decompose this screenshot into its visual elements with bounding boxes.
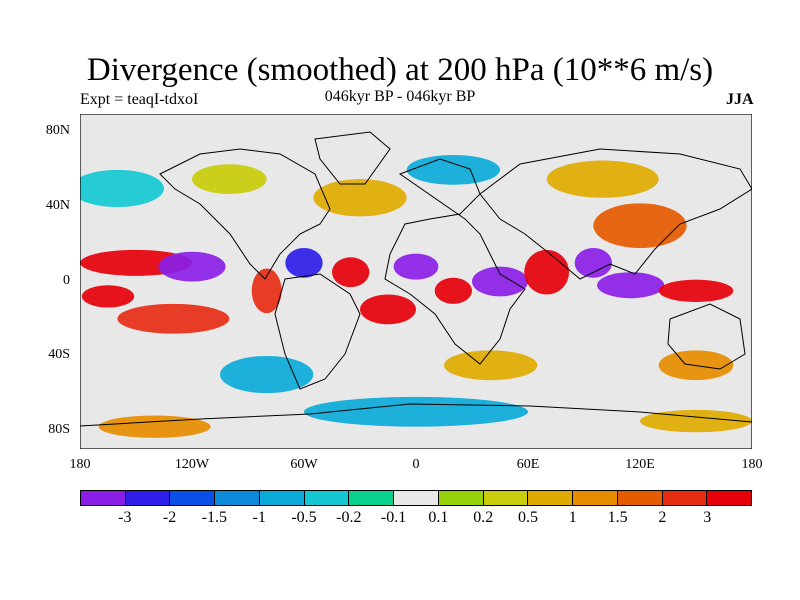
- coast-antarctica: [79, 403, 753, 427]
- map-panel: [70, 113, 753, 450]
- contour-blob: [304, 396, 528, 427]
- contour-blob: [640, 409, 752, 433]
- coastlines: [79, 131, 753, 427]
- lat-label-80n: 80N: [45, 123, 70, 138]
- colorbar-tick-label: 0.5: [518, 509, 538, 526]
- colorbar-tick-label: -2: [162, 509, 177, 526]
- lon-label-60w: 60W: [290, 457, 318, 472]
- colorbar-tick-label: 2: [658, 509, 667, 526]
- lat-label-0: 0: [63, 273, 70, 288]
- contour-blob: [597, 272, 665, 299]
- colorbar-tick-label: -1: [252, 509, 266, 526]
- contour-blob: [393, 253, 439, 280]
- colorbar-tick-label: -0.5: [291, 509, 317, 526]
- colorbar-swatch: [394, 491, 439, 505]
- colorbar-tick-label: 1.5: [607, 509, 628, 526]
- lat-label-40n: 40N: [45, 198, 70, 213]
- contour-blob: [593, 203, 687, 248]
- colorbar-tick-label: 0.1: [428, 509, 449, 526]
- colorbar-tick-label: -3: [118, 509, 132, 526]
- colorbar-swatch: [528, 491, 574, 505]
- contour-blob: [81, 285, 135, 308]
- lon-label-180e: 180: [741, 457, 763, 472]
- contour-blob: [574, 248, 612, 278]
- colorbar-tick-label: -1.5: [201, 509, 228, 526]
- colorbar-tick-label: -0.2: [336, 509, 362, 526]
- contour-fill-layer: [70, 154, 752, 438]
- contour-blob: [406, 154, 501, 185]
- contour-blob: [192, 164, 267, 195]
- colorbar-swatch: [617, 491, 663, 505]
- colorbar-swatch: [573, 491, 618, 505]
- contour-blob: [313, 179, 407, 217]
- colorbar: [80, 490, 752, 506]
- contour-blob: [658, 279, 734, 302]
- contour-blob: [332, 257, 370, 288]
- colorbar-swatch: [438, 491, 484, 505]
- experiment-label: Expt = teaqI-tdxoI: [80, 91, 199, 108]
- lat-label-40s: 40S: [48, 347, 70, 362]
- contour-blob: [285, 248, 323, 278]
- contour-blob: [360, 294, 416, 325]
- colorbar-swatch: [170, 491, 216, 505]
- lat-label-80s: 80S: [48, 422, 70, 437]
- lon-label-180w: 180: [69, 457, 91, 472]
- contour-blob: [117, 303, 230, 334]
- contour-blob: [70, 169, 164, 208]
- colorbar-swatch: [349, 491, 395, 505]
- colorbar-swatch: [215, 491, 260, 505]
- colorbar-swatch: [483, 491, 529, 505]
- colorbar-tick-label: 3: [703, 509, 712, 526]
- lon-label-0: 0: [412, 457, 420, 472]
- colorbar-tick-label: -0.1: [380, 509, 407, 526]
- colorbar-tick-label: 0.2: [473, 509, 494, 526]
- coast-south-america: [274, 273, 361, 390]
- coast-australia: [667, 303, 746, 370]
- divergence-map: [70, 113, 753, 450]
- contour-blob: [434, 277, 473, 304]
- lon-label-60e: 60E: [516, 457, 540, 472]
- contour-blob: [472, 266, 528, 297]
- coast-greenland: [314, 131, 391, 185]
- contour-blob: [251, 268, 282, 314]
- coast-north-america: [159, 148, 331, 280]
- colorbar-swatch: [662, 491, 708, 505]
- period-label: 046kyr BP - 046kyr BP: [324, 88, 476, 105]
- contour-blob: [98, 415, 211, 438]
- coast-europe-africa: [384, 158, 526, 365]
- colorbar-swatch: [125, 491, 171, 505]
- contour-blob: [444, 350, 538, 381]
- lon-label-120w: 120W: [174, 457, 210, 472]
- colorbar-swatch: [259, 491, 305, 505]
- colorbar-swatch: [81, 491, 126, 505]
- contour-blob: [158, 251, 226, 282]
- colorbar-tick-label: 1: [568, 509, 577, 526]
- season-label: JJA: [726, 91, 754, 108]
- colorbar-swatch: [304, 491, 350, 505]
- lon-label-120e: 120E: [625, 457, 655, 472]
- contour-blob: [546, 160, 659, 198]
- colorbar-swatch: [707, 491, 752, 505]
- map-title: Divergence (smoothed) at 200 hPa (10**6 …: [86, 52, 714, 88]
- coast-asia: [479, 148, 753, 280]
- contour-blob: [524, 249, 570, 295]
